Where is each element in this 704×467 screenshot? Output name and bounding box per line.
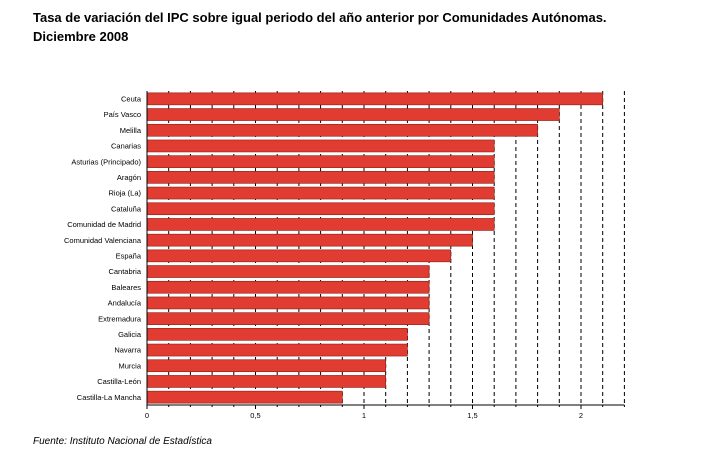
category-label: Melilla <box>120 126 142 135</box>
bar <box>146 280 430 294</box>
x-axis: 0 0,5 1 1,5 2 <box>145 91 625 420</box>
bar <box>146 186 495 200</box>
chart-title-line2: Diciembre 2008 <box>33 29 129 44</box>
bar <box>146 123 538 137</box>
x-tick-label: 1,5 <box>467 411 477 420</box>
bar <box>146 202 495 216</box>
category-label: Cataluña <box>111 204 142 213</box>
bar <box>146 375 386 388</box>
bar <box>146 296 430 310</box>
category-label: Comunidad de Madrid <box>67 220 141 229</box>
category-label: Castilla-La Mancha <box>77 393 142 402</box>
bar <box>146 171 495 184</box>
x-tick-label: 0 <box>145 411 149 420</box>
gridlines <box>168 91 625 405</box>
category-label: Aragón <box>117 173 141 182</box>
bar <box>146 359 386 373</box>
source-note: Fuente: Instituto Nacional de Estadístic… <box>33 436 212 447</box>
category-label: Andalucía <box>108 299 142 308</box>
bar <box>146 390 343 404</box>
bar <box>146 343 408 357</box>
x-tick-label: 2 <box>579 411 583 420</box>
x-tick-label: 0,5 <box>250 411 260 420</box>
bar <box>146 233 473 247</box>
bar <box>146 92 604 106</box>
chart-title-line1: Tasa de variación del IPC sobre igual pe… <box>33 10 607 25</box>
chart-title: Tasa de variación del IPC sobre igual pe… <box>33 8 673 46</box>
x-tick-label: 1 <box>362 411 366 420</box>
category-label: Navarra <box>114 346 142 355</box>
category-label: Galicia <box>118 330 142 339</box>
category-label: Murcia <box>118 361 141 370</box>
bar <box>146 328 408 341</box>
bar <box>146 312 430 325</box>
bars-group <box>146 92 604 404</box>
category-label: Extremadura <box>98 314 142 323</box>
bar <box>146 249 452 263</box>
category-label: Castilla-León <box>97 377 141 386</box>
bar <box>146 265 430 278</box>
bar <box>146 218 495 231</box>
bar <box>146 139 495 153</box>
category-label: Baleares <box>111 283 141 292</box>
category-label: Rioja (La) <box>108 189 141 198</box>
bar <box>146 155 495 168</box>
category-label: Canarias <box>111 142 141 151</box>
category-label: Comunidad Valenciana <box>64 236 142 245</box>
category-labels: Ceuta País Vasco Melilla Canarias Asturias (… <box>64 94 142 401</box>
category-label: Ceuta <box>121 94 142 103</box>
category-label: País Vasco <box>104 110 141 119</box>
category-label: Cantabria <box>108 267 141 276</box>
category-label: Asturias (Principado) <box>71 157 141 166</box>
category-label: España <box>116 251 142 260</box>
bar <box>146 108 560 121</box>
